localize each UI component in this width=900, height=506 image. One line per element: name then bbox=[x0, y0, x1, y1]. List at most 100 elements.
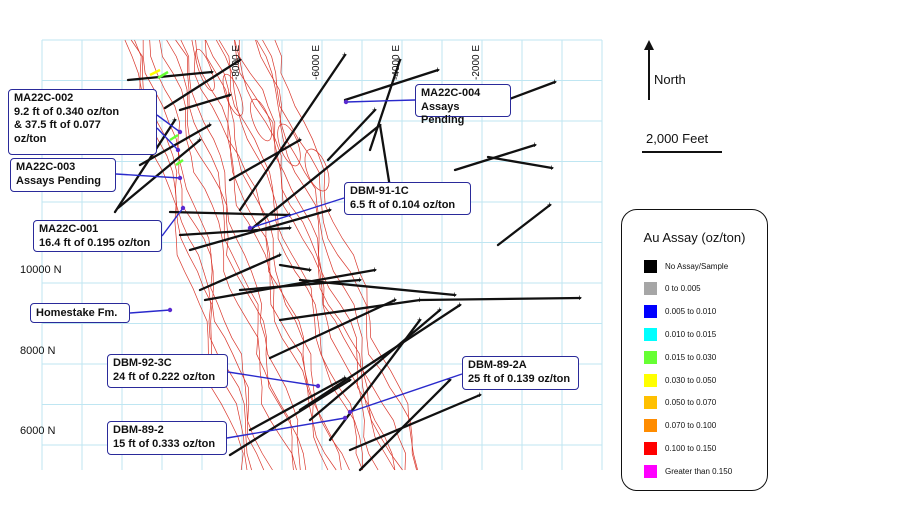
legend-item: 0 to 0.005 bbox=[644, 282, 701, 296]
legend-label: 0 to 0.005 bbox=[665, 284, 701, 294]
formation-contour bbox=[191, 39, 329, 471]
legend-swatch bbox=[644, 441, 657, 455]
drillhole-trace bbox=[298, 278, 457, 297]
northing-label-8000: 8000 N bbox=[20, 345, 56, 357]
drillhole-trace bbox=[178, 226, 292, 237]
leader-line bbox=[129, 309, 171, 314]
callout-homestake-fm: Homestake Fm. bbox=[30, 303, 130, 323]
legend-swatch bbox=[644, 396, 657, 410]
callout-dbm-92-3c: DBM-92-3C 24 ft of 0.222 oz/ton bbox=[107, 354, 228, 388]
drillhole-trace bbox=[178, 93, 232, 112]
drillhole-trace bbox=[358, 378, 452, 472]
formation-contour bbox=[234, 39, 396, 471]
drillhole-trace bbox=[116, 138, 202, 210]
legend-swatch bbox=[644, 327, 657, 341]
assay-interval bbox=[169, 133, 179, 142]
leader-line bbox=[115, 173, 181, 179]
collar-marker: + bbox=[277, 250, 282, 260]
legend-label: No Assay/Sample bbox=[665, 261, 729, 271]
assay-interval bbox=[149, 68, 161, 77]
drillhole-trace bbox=[298, 303, 462, 412]
collar-marker: + bbox=[209, 67, 214, 77]
callout-dbm-91-1c: DBM-91-1C 6.5 ft of 0.104 oz/ton bbox=[344, 182, 471, 215]
easting-label-4000: -4000 E bbox=[391, 44, 402, 80]
collar-marker: + bbox=[435, 65, 440, 75]
legend-item: Greater than 0.150 bbox=[644, 464, 732, 478]
callout-ma22c-004: MA22C-004 Assays Pending bbox=[415, 84, 511, 126]
drillhole-trace bbox=[496, 203, 552, 247]
legend-swatch bbox=[644, 419, 657, 433]
formation-contour bbox=[215, 39, 363, 470]
legend-swatch bbox=[644, 373, 657, 387]
legend-item: 0.100 to 0.150 bbox=[644, 441, 716, 455]
collar-marker: + bbox=[447, 375, 452, 385]
leader-target-marker bbox=[175, 147, 181, 153]
formation-contour bbox=[159, 39, 297, 471]
legend-item: 0.005 to 0.010 bbox=[644, 305, 716, 319]
legend-item: 0.030 to 0.050 bbox=[644, 373, 716, 387]
leader-target-marker bbox=[167, 307, 173, 313]
drillhole-trace bbox=[238, 278, 362, 292]
leader-line bbox=[156, 114, 181, 133]
drillhole-trace bbox=[268, 298, 397, 360]
collar-marker: + bbox=[372, 265, 377, 275]
collar-marker: + bbox=[237, 55, 242, 65]
legend-item: 0.070 to 0.100 bbox=[644, 419, 716, 433]
collar-marker: + bbox=[342, 50, 347, 60]
drillhole-trace bbox=[168, 210, 292, 217]
legend-label: 0.005 to 0.010 bbox=[665, 307, 717, 317]
drillhole-trace bbox=[113, 118, 177, 214]
leader-target-marker bbox=[315, 383, 321, 389]
legend-label: 0.050 to 0.070 bbox=[665, 398, 717, 408]
callout-dbm-89-2: DBM-89-2 15 ft of 0.333 oz/ton bbox=[107, 421, 227, 455]
drillhole-trace bbox=[418, 296, 582, 302]
easting-label-8000: -8000 E bbox=[231, 44, 242, 80]
legend-item: 0.010 to 0.015 bbox=[644, 327, 716, 341]
leader-target-marker bbox=[177, 129, 183, 135]
leader-line bbox=[345, 99, 416, 103]
collar-marker: + bbox=[342, 373, 347, 383]
collar-marker: + bbox=[417, 315, 422, 325]
formation-contour bbox=[204, 39, 350, 471]
north-arrow-icon bbox=[644, 40, 654, 100]
legend-item: No Assay/Sample bbox=[644, 259, 728, 273]
north-label: North bbox=[654, 72, 686, 87]
formation-fold bbox=[304, 148, 330, 192]
leader-line bbox=[249, 197, 345, 229]
collar-marker: + bbox=[357, 275, 362, 285]
legend-label: 0.015 to 0.030 bbox=[665, 352, 717, 362]
leader-target-marker bbox=[342, 415, 348, 421]
leader-target-marker bbox=[247, 225, 253, 231]
easting-label-6000: -6000 E bbox=[311, 44, 322, 80]
formation-fold bbox=[222, 73, 244, 117]
legend-label: 0.010 to 0.015 bbox=[665, 329, 717, 339]
formation-contour bbox=[218, 39, 363, 471]
collar-marker: + bbox=[392, 295, 397, 305]
collar-marker: + bbox=[347, 375, 352, 385]
collar-marker: + bbox=[287, 223, 292, 233]
leader-line bbox=[227, 371, 319, 387]
drillhole-trace bbox=[198, 253, 282, 292]
assay-legend: Au Assay (oz/ton) No Assay/Sample 0 to 0.… bbox=[621, 209, 768, 491]
legend-swatch bbox=[644, 305, 657, 319]
drillhole-traces: +++++++++++++++++++++++++++++++++++ bbox=[113, 50, 582, 472]
legend-swatch bbox=[644, 282, 657, 296]
collar-marker: + bbox=[452, 290, 457, 300]
drillhole-trace bbox=[278, 263, 312, 272]
collar-marker: + bbox=[327, 205, 332, 215]
formation-contour bbox=[142, 39, 265, 471]
legend-label: Greater than 0.150 bbox=[665, 466, 733, 476]
legend-label: 0.100 to 0.150 bbox=[665, 443, 717, 453]
leader-line bbox=[156, 127, 179, 151]
formation-contour bbox=[274, 39, 418, 471]
collar-marker: + bbox=[372, 105, 377, 115]
leader-line bbox=[349, 373, 463, 413]
legend-swatch bbox=[644, 259, 657, 273]
drillhole-trace bbox=[248, 376, 347, 432]
callout-ma22c-001: MA22C-001 16.4 ft of 0.195 oz/ton bbox=[33, 220, 162, 252]
legend-title: Au Assay (oz/ton) bbox=[643, 230, 746, 245]
legend-item: 0.050 to 0.070 bbox=[644, 396, 716, 410]
collar-marker: + bbox=[532, 140, 537, 150]
formation-contour bbox=[238, 39, 403, 471]
